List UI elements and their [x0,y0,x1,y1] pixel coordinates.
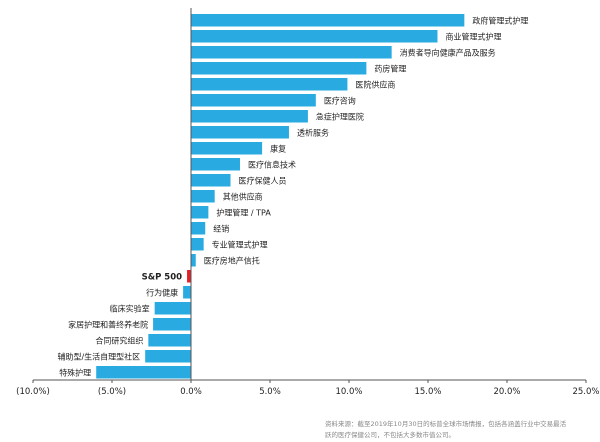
x-tick-label-7: 25.0% [572,387,599,397]
bar-16 [187,270,191,283]
bar-10 [191,174,231,187]
category-label-22: 特殊护理 [59,367,91,377]
bar-21 [145,350,191,363]
category-label-13: 经销 [213,223,229,233]
category-label-5: 医疗咨询 [324,95,356,105]
category-label-6: 急症护理医院 [316,111,364,121]
category-label-0: 政府管理式护理 [472,15,528,25]
category-label-14: 专业管理式护理 [212,239,268,249]
bar-20 [148,334,191,347]
category-label-20: 合同研究组织 [95,335,143,345]
bar-8 [191,142,263,155]
category-label-9: 医疗信息技术 [248,159,296,169]
x-axis-ticks-group: (10.0%) (5.0%) 0.0% 5.0% 10.0% 15.0% 20.0% 25.0… [16,380,600,397]
category-label-15: 医疗房地产信托 [204,255,260,265]
bars-group [96,14,465,379]
category-label-18: 临床实验室 [110,303,150,313]
category-label-3: 药房管理 [374,63,406,73]
source-note: 资料来源：截至2019年10月30日的标普全球市场情报，包括各涵盖行业中交易最活… [325,419,567,439]
x-tick-label-6: 20.0% [493,387,520,397]
category-label-12: 护理管理 / TPA [216,207,271,217]
category-label-11: 其他供应商 [223,191,263,201]
x-tick-label-5: 15.0% [414,387,441,397]
bar-17 [183,286,191,299]
bar-0 [191,14,465,27]
x-tick-label-0: (10.0%) [16,387,50,397]
category-label-10: 医疗保健人员 [239,175,287,185]
bar-12 [191,206,209,219]
bar-14 [191,238,204,251]
bar-2 [191,46,392,59]
bar-15 [191,254,196,267]
bar-18 [154,302,191,315]
category-label-19: 家居护理和善终养老院 [68,319,148,329]
category-label-1: 商业管理式护理 [445,31,501,41]
category-label-4: 医院供应商 [355,79,395,89]
category-label-8: 康复 [270,143,286,153]
category-label-7: 透析服务 [297,127,329,137]
x-tick-label-1: (5.0%) [98,387,126,397]
bar-6 [191,110,308,123]
category-label-21: 辅助型/生活自理型社区 [57,351,140,361]
category-label-2: 消费者导向健康产品及服务 [400,47,496,57]
bar-9 [191,158,240,171]
bar-11 [191,190,215,203]
bar-22 [96,366,191,379]
bar-3 [191,62,367,75]
bar-4 [191,78,348,91]
bar-1 [191,30,438,43]
x-tick-label-4: 10.0% [335,387,362,397]
x-tick-label-3: 5.0% [259,387,281,397]
x-tick-label-2: 0.0% [180,387,202,397]
category-labels-group: 政府管理式护理商业管理式护理消费者导向健康产品及服务药房管理医院供应商医疗咨询急… [57,15,528,377]
category-label-17: 行为健康 [146,287,178,297]
bar-5 [191,94,316,107]
bar-19 [153,318,191,331]
bar-7 [191,126,289,139]
category-label-16: S&P 500 [142,272,183,282]
source-note-line-1: 资料来源：截至2019年10月30日的标普全球市场情报，包括各涵盖行业中交易最活 [325,419,567,428]
bar-13 [191,222,206,235]
source-note-line-2: 跃的医疗保健公司，不包括大多数市值公司。 [325,430,455,439]
